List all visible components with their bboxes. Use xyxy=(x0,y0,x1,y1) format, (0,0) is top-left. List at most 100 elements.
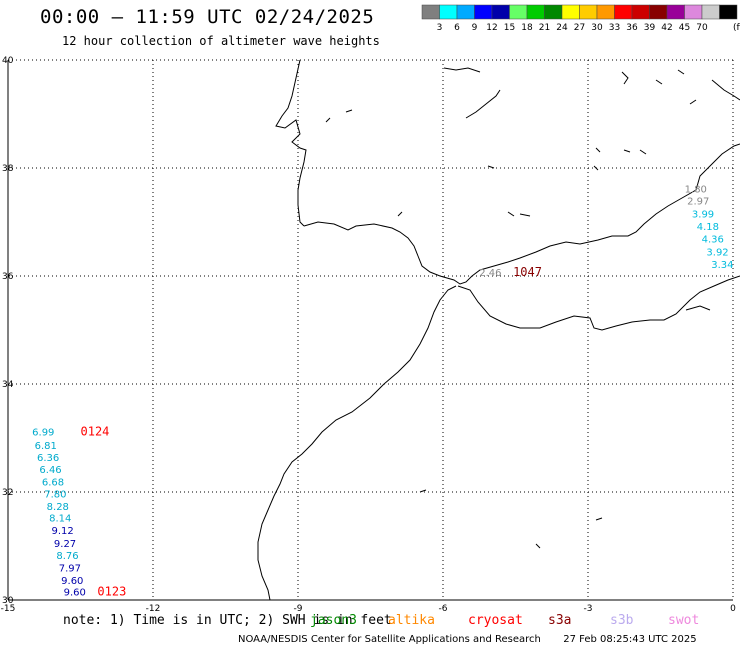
coastline-iberia-west xyxy=(275,59,307,227)
scale-tick-label: 30 xyxy=(591,23,603,33)
wave-height-value: 6.68 xyxy=(42,478,64,489)
scale-tick-label: 21 xyxy=(539,23,550,33)
scale-tick-label: 12 xyxy=(486,23,497,33)
wave-height-value: 6.46 xyxy=(39,465,61,476)
scale-tick-label: 18 xyxy=(521,23,533,33)
wave-height-value: 2.46 xyxy=(479,268,501,279)
latitude-label: 40 xyxy=(2,56,14,66)
wave-height-value: 8.76 xyxy=(56,551,78,562)
satellite-label-jason3: jason3 xyxy=(310,613,357,628)
satellite-label-altika: altika xyxy=(388,613,435,628)
wave-height-value: 3.92 xyxy=(706,247,728,258)
longitude-label: 0 xyxy=(730,604,736,614)
coastline-fragment xyxy=(623,149,631,153)
scale-tick-label: 24 xyxy=(556,23,568,33)
wave-height-value: 7.97 xyxy=(59,563,81,574)
scale-unit-label: (ft) xyxy=(733,23,740,33)
coastline-fragment xyxy=(397,211,403,217)
latitude-label: 34 xyxy=(2,380,14,390)
coastline-fragment xyxy=(677,69,685,75)
pass-time-label: 1047 xyxy=(513,265,542,279)
longitude-label: -15 xyxy=(1,604,16,614)
latitude-label: 30 xyxy=(2,596,14,606)
credit-text: NOAA/NESDIS Center for Satellite Applica… xyxy=(238,634,541,645)
coastline-fragment xyxy=(593,165,599,171)
coastline-fragment xyxy=(507,211,515,217)
wave-height-value: 3.34 xyxy=(711,260,733,271)
coastline-fragment xyxy=(487,165,495,169)
coastline-iberia-south xyxy=(303,143,740,285)
axis-labels: -15 -12 -9 -6 -3 0 40 38 36 34 32 30 xyxy=(1,56,736,614)
coastline-fragment xyxy=(711,79,740,101)
wave-height-value: 4.36 xyxy=(702,235,724,246)
generated-timestamp: 27 Feb 08:25:43 UTC 2025 xyxy=(563,634,697,645)
wave-height-value: 9.60 xyxy=(64,588,86,599)
wave-height-value: 2.97 xyxy=(687,197,709,208)
coastline-fragment xyxy=(419,489,427,493)
pass-time-label: 0123 xyxy=(97,585,126,599)
scale-tick-label: 36 xyxy=(626,23,638,33)
map-gridlines xyxy=(8,59,734,600)
coastline-fragment xyxy=(621,71,629,85)
pass-time-labels: 0124 0123 1047 xyxy=(81,265,542,599)
wave-height-value: 9.60 xyxy=(61,576,83,587)
coastline-fragment xyxy=(465,89,501,119)
scale-tick-label: 15 xyxy=(504,23,515,33)
scale-tick-label: 45 xyxy=(679,23,690,33)
scale-tick-label: 42 xyxy=(661,23,672,33)
pass-time-label: 0124 xyxy=(81,424,110,438)
footer-note: note: 1) Time is in UTC; 2) SWH is in fe… xyxy=(63,613,392,628)
longitude-label: -12 xyxy=(146,604,161,614)
coastline-fragment xyxy=(639,149,647,155)
satellite-label-s3a: s3a xyxy=(548,613,572,628)
satellite-label-s3b: s3b xyxy=(610,613,634,628)
wave-height-value: 7.80 xyxy=(44,489,66,500)
wave-height-value: 1.80 xyxy=(685,184,707,195)
longitude-label: -6 xyxy=(439,604,448,614)
scale-tick-label: 70 xyxy=(696,23,708,33)
longitude-label: -9 xyxy=(294,604,303,614)
latitude-label: 32 xyxy=(2,488,13,498)
wave-height-value: 8.14 xyxy=(49,514,71,525)
wave-height-observations: 1.80 2.97 3.994.18 4.363.92 3.34 2.46 6.99 6.81… xyxy=(32,184,733,598)
coastline-fragment xyxy=(689,99,697,105)
scale-tick-label: 39 xyxy=(644,23,656,33)
wave-height-value: 6.99 xyxy=(32,427,54,438)
coastline-fragment xyxy=(685,305,711,311)
coastline-fragment xyxy=(655,79,663,85)
credit-line: NOAA/NESDIS Center for Satellite Applica… xyxy=(238,634,697,645)
coastline xyxy=(257,59,740,601)
longitude-label: -3 xyxy=(584,604,593,614)
coastline-fragment xyxy=(325,117,331,123)
wave-height-value: 9.27 xyxy=(54,539,76,550)
scale-tick-label: 27 xyxy=(574,23,585,33)
coastline-fragment xyxy=(519,213,531,217)
scale-tick-label: 9 xyxy=(472,23,478,33)
wave-height-value: 6.36 xyxy=(37,453,59,464)
satellite-label-swot: swot xyxy=(668,613,700,628)
scale-tick-label: 6 xyxy=(454,23,460,33)
scale-tick-label: 3 xyxy=(437,23,443,33)
scale-tick-label: 33 xyxy=(609,23,620,33)
coastline-fragment xyxy=(443,67,481,73)
latitude-label: 38 xyxy=(2,164,14,174)
wave-height-value: 9.12 xyxy=(52,526,74,537)
scale-swatch xyxy=(719,4,738,20)
coastline-north-africa xyxy=(457,275,740,331)
map-frame xyxy=(7,60,733,601)
wave-height-value: 6.81 xyxy=(35,441,57,452)
coastline-fragment xyxy=(595,517,603,521)
wave-height-value: 3.99 xyxy=(692,210,714,221)
wave-height-value: 8.28 xyxy=(47,502,69,513)
coastline-morocco-atlantic xyxy=(257,285,457,601)
wave-height-value: 4.18 xyxy=(697,222,719,233)
coastline-fragment xyxy=(535,543,541,549)
map-title: 00:00 – 11:59 UTC 02/24/2025 xyxy=(40,6,375,28)
map-subtitle: 12 hour collection of altimeter wave hei… xyxy=(62,34,380,48)
satellite-label-cryosat: cryosat xyxy=(468,613,523,628)
coastline-fragment xyxy=(345,109,353,113)
latitude-label: 36 xyxy=(2,272,14,282)
coastline-fragment xyxy=(595,147,601,153)
